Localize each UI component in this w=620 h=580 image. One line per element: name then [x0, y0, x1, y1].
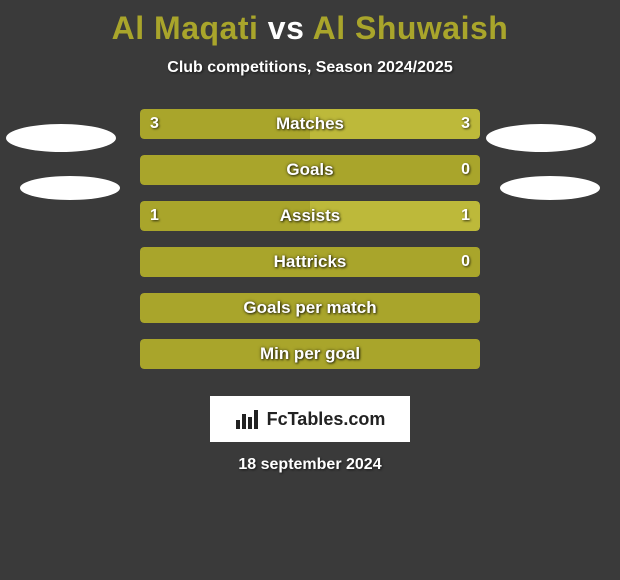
title-vs: vs	[268, 10, 305, 46]
stat-row: Goals per match	[140, 293, 480, 323]
bar-right	[310, 201, 480, 231]
stat-value-left: 1	[150, 201, 159, 231]
bar-left	[140, 201, 310, 231]
stat-row: 0Hattricks	[140, 247, 480, 277]
stat-row: 0Goals	[140, 155, 480, 185]
stat-row: 11Assists	[140, 201, 480, 231]
fctables-logo: FcTables.com	[210, 396, 410, 442]
page-title: Al Maqati vs Al Shuwaish	[0, 0, 620, 47]
bar-left	[140, 293, 480, 323]
bar-left	[140, 155, 480, 185]
date-label: 18 september 2024	[0, 456, 620, 474]
decorative-ellipse	[6, 124, 116, 152]
bar-left	[140, 109, 310, 139]
title-player2: Al Shuwaish	[313, 10, 509, 46]
subtitle: Club competitions, Season 2024/2025	[0, 59, 620, 77]
bar-left	[140, 339, 480, 369]
decorative-ellipse	[20, 176, 120, 200]
stat-value-right: 0	[461, 155, 470, 185]
logo-bars-icon	[235, 408, 261, 430]
stat-row: 33Matches	[140, 109, 480, 139]
stat-value-right: 0	[461, 247, 470, 277]
stat-value-right: 1	[461, 201, 470, 231]
logo-text: FcTables.com	[267, 409, 386, 430]
stat-value-left: 3	[150, 109, 159, 139]
decorative-ellipse	[486, 124, 596, 152]
stat-value-right: 3	[461, 109, 470, 139]
title-player1: Al Maqati	[112, 10, 259, 46]
decorative-ellipse	[500, 176, 600, 200]
stat-row: Min per goal	[140, 339, 480, 369]
bar-right	[310, 109, 480, 139]
bar-left	[140, 247, 480, 277]
comparison-chart: 33Matches0Goals11Assists0HattricksGoals …	[0, 109, 620, 399]
